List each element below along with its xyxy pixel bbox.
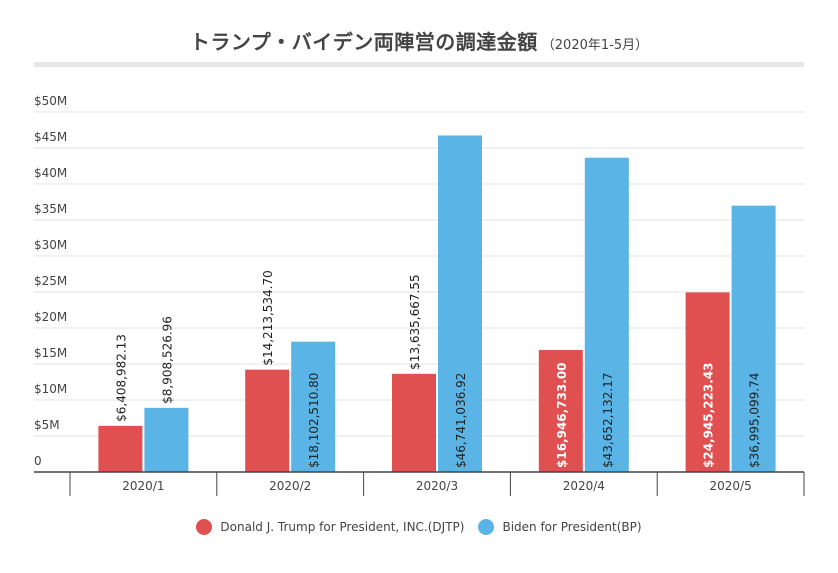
y-tick-label: $40M [34, 166, 67, 180]
bar-trump [245, 369, 290, 472]
x-tick-label: 2020/1 [122, 479, 164, 493]
bar-biden [731, 205, 776, 472]
bar-trump [538, 349, 583, 472]
y-tick-label: $20M [34, 310, 67, 324]
y-tick-label: $10M [34, 382, 67, 396]
bar-biden [584, 157, 629, 472]
bar-value-label: $24,945,223.43 [702, 362, 716, 468]
chart-title-sub: （2020年1-5月） [541, 38, 649, 53]
legend-swatch [196, 519, 213, 535]
bar-value-label: $16,946,733.00 [555, 362, 569, 468]
bar-value-label: $46,741,036.92 [454, 373, 468, 468]
x-tick-label: 2020/5 [709, 479, 751, 493]
bar-biden [144, 407, 189, 472]
legend-label: Donald J. Trump for President, INC.(DJTP… [220, 520, 465, 534]
y-tick-label: $50M [34, 94, 67, 108]
chart-title: トランプ・バイデン両陣営の調達金額 （2020年1-5月） [0, 26, 838, 55]
bar-value-label: $43,652,132.17 [601, 373, 615, 468]
y-tick-label: 0 [34, 454, 42, 468]
x-tick-label: 2020/2 [269, 479, 311, 493]
bar-biden [291, 341, 336, 472]
legend-label: Biden for President(BP) [502, 520, 642, 534]
y-tick-label: $25M [34, 274, 67, 288]
bar-value-label: $13,635,667.55 [408, 274, 422, 369]
bar-trump [685, 292, 730, 472]
y-tick-label: $45M [34, 130, 67, 144]
y-tick-label: $35M [34, 202, 67, 216]
bar-biden [438, 135, 482, 472]
bar-value-label: $8,908,526.96 [160, 316, 174, 404]
chart-legend: Donald J. Trump for President, INC.(DJTP… [0, 519, 838, 538]
bar-value-label: $18,102,510.80 [307, 373, 321, 468]
legend-item-biden: Biden for President(BP) [478, 519, 642, 535]
title-divider [34, 62, 804, 67]
y-tick-label: $15M [34, 346, 67, 360]
chart-title-main: トランプ・バイデン両陣営の調達金額 [189, 30, 538, 54]
x-tick-label: 2020/4 [563, 479, 605, 493]
bar-value-label: $36,995,099.74 [748, 373, 762, 468]
bar-chart: 0 $5M $10M $15M $20M $25M $30M $35M $40M $45M $50M… [34, 94, 805, 496]
legend-swatch [478, 519, 495, 535]
x-tick-label: 2020/3 [416, 479, 458, 493]
bar-value-label: $14,213,534.70 [261, 270, 275, 365]
y-tick-label: $30M [34, 238, 67, 252]
bar-trump [392, 373, 436, 472]
bar-value-label: $6,408,982.13 [114, 334, 128, 422]
legend-item-trump: Donald J. Trump for President, INC.(DJTP… [196, 519, 464, 535]
y-tick-label: $5M [34, 418, 60, 432]
bar-trump [98, 425, 143, 472]
